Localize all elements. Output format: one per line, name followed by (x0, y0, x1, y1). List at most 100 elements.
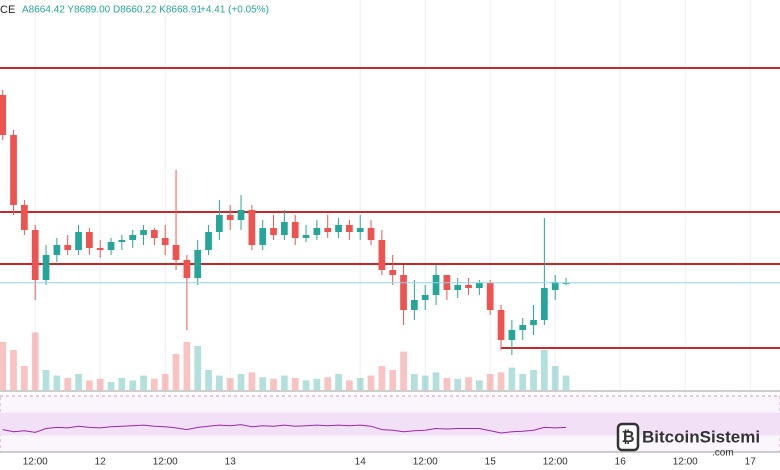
volume-bar (10, 350, 17, 390)
volume-bar (443, 378, 451, 390)
candle-body (541, 288, 548, 320)
volume-bar (21, 366, 28, 390)
candle-body (562, 282, 570, 284)
volume-bar (335, 374, 342, 390)
candle-body (530, 320, 537, 325)
candle-body (259, 228, 267, 245)
watermark-icon (616, 422, 640, 452)
candle-body (172, 245, 180, 260)
x-tick-label: 12:00 (23, 457, 48, 468)
volume-bar (411, 374, 418, 390)
candle-body (75, 232, 82, 250)
volume-bar (161, 374, 169, 390)
candle-body (216, 215, 223, 232)
x-tick-label: 12:00 (413, 457, 438, 468)
candle-body (183, 260, 191, 278)
watermark-text: BitcoinSistemi (642, 427, 760, 446)
candle-body (140, 230, 147, 235)
x-tick-label: 13 (225, 457, 237, 468)
candle-body (465, 285, 472, 288)
candle-body (237, 210, 245, 220)
volume-bar (291, 378, 299, 390)
volume-bar (562, 375, 570, 390)
candle-body (86, 232, 93, 248)
volume-bar (64, 378, 72, 390)
volume-bar (42, 370, 50, 390)
candle-body (346, 225, 353, 232)
x-tick-label: 12:00 (673, 457, 698, 468)
volume-bar (486, 374, 494, 390)
volume-bar (346, 380, 353, 390)
volume-bar (118, 378, 126, 390)
volume-bar (270, 378, 277, 390)
volume-bar (551, 366, 559, 390)
volume-bar (96, 378, 104, 390)
candle-body (226, 215, 234, 220)
candle-body (335, 225, 342, 232)
volume-bar (541, 350, 548, 390)
volume-bar (31, 332, 39, 390)
ohlc-text: A8664.42 Y8689.00 D8660.22 K8668.91 (22, 5, 202, 16)
candle-body (454, 285, 462, 290)
volume-bar (107, 382, 115, 390)
candle-body (291, 222, 299, 238)
x-tick-label: 12:00 (153, 457, 178, 468)
volume-bar (172, 354, 180, 390)
volume-bar (140, 375, 147, 390)
candle-body (324, 228, 332, 232)
candle-body (378, 240, 386, 270)
volume-bar (183, 342, 191, 390)
candle-body (432, 275, 440, 295)
x-tick-label: 12:00 (543, 457, 568, 468)
candle-body (0, 95, 7, 135)
candle-body (151, 230, 158, 238)
volume-bar (530, 370, 537, 390)
candle-body (270, 228, 277, 235)
candle-body (129, 235, 137, 240)
volume-bar (378, 366, 386, 390)
volume-bar (216, 375, 223, 390)
x-tick-label: 12 (95, 457, 107, 468)
volume-bar (0, 342, 7, 390)
candle-body (302, 235, 310, 238)
candle-body (400, 275, 407, 310)
volume-bar (476, 380, 483, 390)
volume-bar (302, 380, 310, 390)
volume-bar (324, 377, 332, 390)
marks (0, 67, 780, 436)
x-tick-label: 16 (615, 457, 627, 468)
volume-bar (248, 372, 256, 390)
volume-bar (400, 351, 407, 390)
candle-body (96, 248, 104, 250)
rsi-band (0, 412, 780, 436)
volume-bar (389, 370, 397, 390)
watermark-sub: .com (712, 448, 734, 459)
candle-body (118, 240, 126, 242)
volume-bar (237, 374, 245, 390)
candle-body (31, 230, 39, 280)
volume-bar (313, 378, 321, 390)
candle-body (497, 310, 505, 340)
candle-body (356, 228, 364, 232)
candle-body (194, 250, 202, 278)
candle-body (551, 282, 559, 290)
volume-bar (421, 375, 429, 390)
volume-bar (75, 374, 82, 390)
candle-body (476, 283, 483, 288)
change-text: +4.41 (+0.05%) (200, 5, 269, 16)
candle-body (64, 245, 72, 250)
candle-body (281, 222, 288, 235)
volume-bar (151, 378, 158, 390)
volume-bar (226, 378, 234, 390)
volume-bar (497, 372, 505, 390)
volume-bar (519, 374, 527, 390)
candle-body (10, 135, 17, 205)
watermark-icon-glyph: ₿ (621, 428, 634, 446)
volume-bar (465, 377, 472, 390)
candle-body (411, 300, 418, 310)
volume-bar (367, 375, 375, 390)
volume-bar (53, 375, 61, 390)
candle-body (107, 242, 115, 250)
candle-body (421, 295, 429, 300)
